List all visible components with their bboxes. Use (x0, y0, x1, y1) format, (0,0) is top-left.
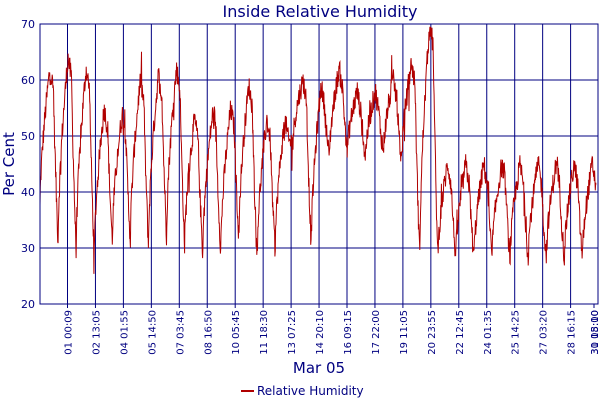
x-tick-label: 20 23:55 (427, 310, 438, 355)
x-tick-label: 11 18:30 (259, 310, 270, 355)
x-tick-label: 22 12:45 (455, 310, 466, 355)
x-tick-label: 31 18:00 (590, 310, 600, 355)
x-tick-label: 07 03:45 (175, 310, 186, 355)
x-tick-label: 13 07:25 (287, 310, 298, 355)
x-tick-label: 19 11:05 (399, 310, 410, 355)
grid-lines (40, 24, 598, 304)
x-axis-ticks: 01 00:09 02 13:05 04 01:55 05 14:50 07 03:45… (64, 304, 600, 355)
y-axis-label: Per Cent (0, 132, 18, 196)
x-tick-label: 02 13:05 (91, 310, 102, 355)
y-tick-label: 50 (21, 130, 35, 143)
x-tick-label: 10 05:45 (231, 310, 242, 355)
x-tick-label: 17 22:00 (371, 310, 382, 355)
y-axis-ticks: 20 30 40 50 60 70 (21, 18, 35, 311)
x-tick-label: 08 16:50 (203, 310, 214, 355)
x-tick-label: 04 01:55 (119, 310, 130, 355)
x-tick-label: 16 09:15 (343, 310, 354, 355)
y-tick-label: 40 (21, 186, 35, 199)
legend: Relative Humidity (241, 384, 364, 398)
x-tick-label: 05 14:50 (147, 310, 158, 355)
x-tick-label: 01 00:09 (64, 310, 75, 355)
x-axis-label: Mar 05 (293, 359, 345, 377)
x-tick-label: 14 20:10 (315, 310, 326, 355)
x-tick-label: 27 03:20 (539, 310, 550, 355)
x-tick-label: 25 14:25 (511, 310, 522, 355)
y-tick-label: 60 (21, 74, 35, 87)
x-tick-label: 28 16:15 (567, 310, 578, 355)
chart-title: Inside Relative Humidity (223, 2, 418, 21)
legend-label: Relative Humidity (257, 384, 364, 398)
y-tick-label: 30 (21, 242, 35, 255)
x-tick-label: 24 01:35 (483, 310, 494, 355)
y-tick-label: 70 (21, 18, 35, 31)
y-tick-label: 20 (21, 298, 35, 311)
